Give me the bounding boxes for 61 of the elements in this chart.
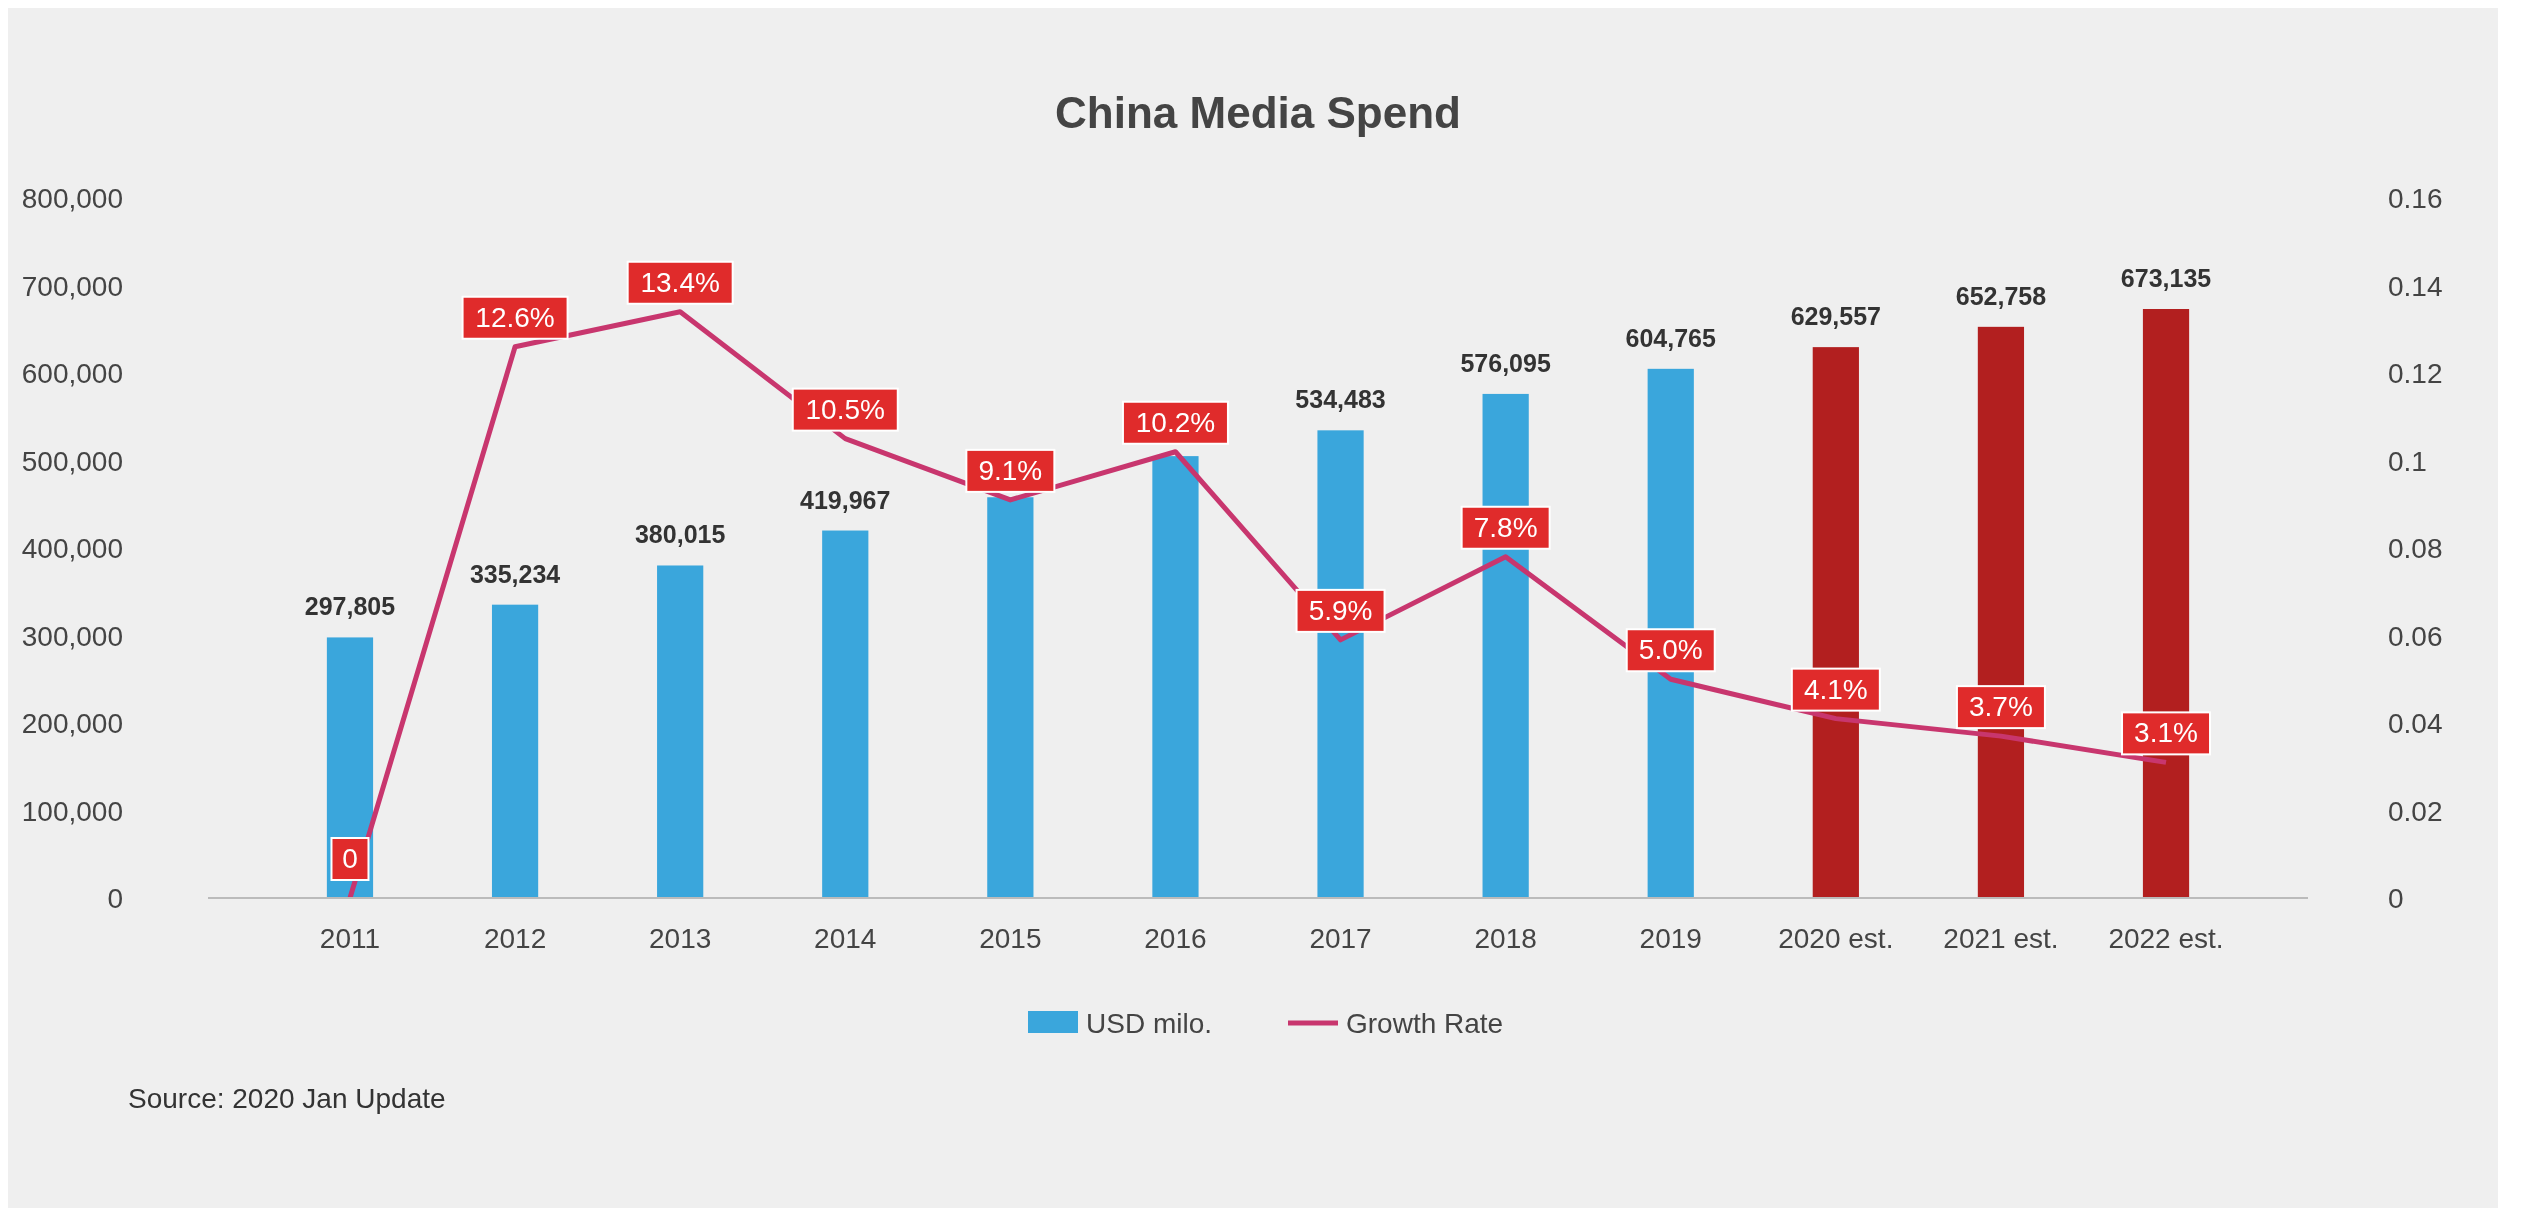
- y-tick-label: 0: [107, 883, 123, 914]
- y2-tick-label: 0: [2388, 883, 2404, 914]
- data-label: 3.7%: [1969, 691, 2033, 723]
- legend-label: USD milo.: [1086, 1008, 1213, 1039]
- y-tick-label: 100,000: [21, 795, 123, 827]
- x-tick-label: 2020 est.: [1778, 923, 1894, 954]
- x-tick-label: 2019: [1639, 923, 1702, 954]
- y-tick-label: 600,000: [21, 358, 123, 389]
- x-tick-label: 2014: [814, 923, 877, 954]
- data-label: 419,967: [800, 485, 891, 514]
- y-tick-label: 500,000: [21, 445, 123, 477]
- bar: [822, 530, 869, 898]
- data-label: 13.4%: [640, 266, 720, 298]
- data-label: 576,095: [1460, 348, 1551, 377]
- data-label: 7.8%: [1473, 511, 1538, 543]
- y2-tick-label: 0.02: [2388, 795, 2443, 827]
- x-tick-label: 2015: [979, 923, 1042, 954]
- x-tick-label: 2011: [319, 923, 381, 954]
- data-label: 10.2%: [1135, 406, 1216, 438]
- data-label: 4.1%: [1803, 673, 1868, 705]
- chart-title: China Media Spend: [1055, 88, 1461, 137]
- data-label: 604,765: [1625, 323, 1717, 352]
- bar: [1152, 456, 1199, 898]
- y-tick-label: 400,000: [21, 533, 123, 564]
- data-label: 12.6%: [475, 301, 555, 333]
- data-label: 673,135: [2120, 264, 2212, 293]
- data-label: 297,805: [304, 592, 396, 621]
- bar: [657, 565, 704, 898]
- x-tick-label: 2012: [483, 923, 547, 954]
- bar: [491, 604, 539, 898]
- x-tick-label: 2016: [1144, 923, 1207, 954]
- y2-tick-label: 0.06: [2388, 620, 2443, 652]
- y2-tick-label: 0.14: [2388, 270, 2443, 302]
- y-tick-label: 300,000: [21, 620, 123, 652]
- data-label: 9.1%: [978, 454, 1043, 486]
- y-tick-label: 200,000: [21, 708, 123, 739]
- data-label: 629,557: [1790, 302, 1882, 331]
- data-label: 335,234: [469, 559, 561, 588]
- x-tick-label: 2018: [1474, 923, 1537, 954]
- x-tick-label: 2022 est.: [2108, 923, 2224, 954]
- x-tick-label: 2017: [1309, 923, 1372, 954]
- y2-tick-label: 0.1: [2388, 445, 2427, 477]
- data-label: 5.0%: [1638, 634, 1703, 666]
- data-label: 3.1%: [2134, 717, 2198, 749]
- data-label: 652,758: [1955, 281, 2047, 310]
- y-tick-label: 800,000: [21, 183, 123, 214]
- data-label: 0: [342, 843, 358, 874]
- data-label: 5.9%: [1308, 594, 1373, 626]
- bar: [987, 497, 1034, 898]
- x-tick-label: 2021 est.: [1943, 923, 2059, 954]
- y2-tick-label: 0.08: [2388, 533, 2443, 564]
- y-tick-label: 700,000: [21, 270, 123, 302]
- legend-label: Growth Rate: [1346, 1008, 1504, 1039]
- data-label: 534,483: [1295, 385, 1386, 414]
- data-label: 380,015: [634, 520, 726, 549]
- y2-tick-label: 0.16: [2388, 183, 2443, 214]
- x-tick-label: 2013: [649, 923, 712, 954]
- data-label: 10.5%: [805, 393, 885, 425]
- source-note: Source: 2020 Jan Update: [128, 1083, 446, 1114]
- y2-tick-label: 0.12: [2388, 358, 2443, 389]
- y2-tick-label: 0.04: [2388, 708, 2443, 739]
